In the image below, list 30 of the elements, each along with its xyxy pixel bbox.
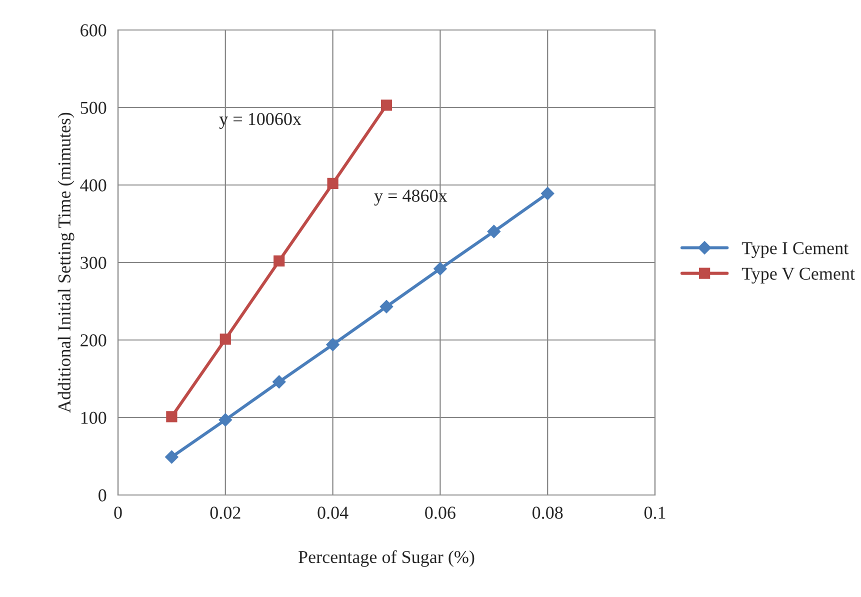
point [487, 224, 500, 238]
point [166, 411, 178, 422]
x-tick-label: 0.02 [210, 506, 240, 519]
point [327, 178, 338, 190]
x-tick-label: 0.06 [425, 506, 456, 519]
point [274, 255, 285, 267]
point [272, 375, 286, 388]
y-tick-label: 0 [98, 489, 106, 502]
x-tick-label: 0.1 [644, 506, 666, 519]
point [218, 413, 232, 426]
point [380, 300, 394, 314]
x-axis-title: Percentage of Sugar (%) [298, 550, 474, 567]
legend-label: Type V Cement [742, 268, 855, 284]
y-axis-title: Additional Initial Setting Time (mimutes) [58, 112, 74, 413]
point [380, 100, 392, 111]
x-tick-label: 0 [114, 506, 122, 519]
y-tick-label: 300 [80, 256, 106, 269]
point [434, 262, 447, 276]
x-tick-label: 0.08 [532, 506, 563, 519]
y-tick-label: 600 [80, 24, 106, 36]
point [220, 334, 231, 345]
point [541, 186, 554, 200]
y-tick-label: 400 [80, 179, 106, 192]
x-tick-label: 0.04 [318, 506, 348, 519]
point [326, 338, 340, 352]
point [165, 450, 178, 464]
y-tick-label: 100 [81, 412, 106, 424]
y-tick-label: 500 [80, 102, 106, 114]
y-tick-label: 200 [80, 334, 106, 346]
legend-label: Type I Cement [742, 242, 849, 258]
